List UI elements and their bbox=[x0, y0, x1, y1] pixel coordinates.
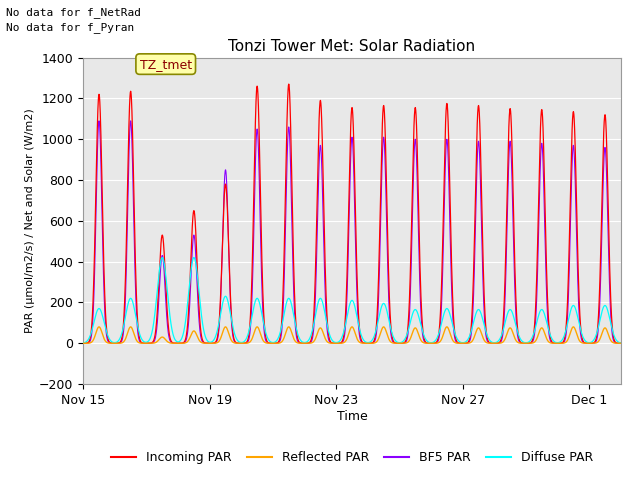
Text: TZ_tmet: TZ_tmet bbox=[140, 58, 192, 71]
Title: Tonzi Tower Met: Solar Radiation: Tonzi Tower Met: Solar Radiation bbox=[228, 39, 476, 54]
Y-axis label: PAR (μmol/m2/s) / Net and Solar (W/m2): PAR (μmol/m2/s) / Net and Solar (W/m2) bbox=[25, 108, 35, 333]
Text: No data for f_Pyran: No data for f_Pyran bbox=[6, 22, 134, 33]
Legend: Incoming PAR, Reflected PAR, BF5 PAR, Diffuse PAR: Incoming PAR, Reflected PAR, BF5 PAR, Di… bbox=[106, 446, 598, 469]
X-axis label: Time: Time bbox=[337, 409, 367, 422]
Text: No data for f_NetRad: No data for f_NetRad bbox=[6, 7, 141, 18]
